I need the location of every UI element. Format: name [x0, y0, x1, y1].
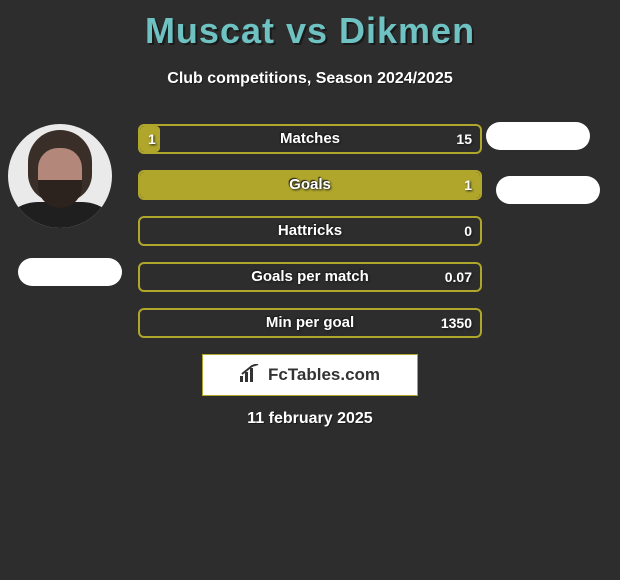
- bar-right-value: 15: [456, 126, 472, 152]
- bar-right-value: 1: [464, 172, 472, 198]
- player-right-avatar-pill: [486, 122, 590, 150]
- footer-date: 11 february 2025: [0, 410, 620, 428]
- chart-icon: [240, 364, 262, 387]
- player-left-name-pill: [18, 258, 122, 286]
- bar-right-value: 1350: [441, 310, 472, 336]
- bar-matches: 1 Matches 15: [138, 124, 482, 154]
- player-left-avatar: [8, 124, 112, 228]
- bar-goals-per-match: Goals per match 0.07: [138, 262, 482, 292]
- footer-logo[interactable]: FcTables.com: [202, 354, 418, 396]
- bar-right-value: 0: [464, 218, 472, 244]
- subtitle: Club competitions, Season 2024/2025: [0, 70, 620, 88]
- bar-label: Min per goal: [140, 310, 480, 336]
- page-title: Muscat vs Dikmen: [0, 0, 620, 52]
- bar-label: Goals per match: [140, 264, 480, 290]
- footer-logo-text: FcTables.com: [268, 365, 380, 385]
- bar-hattricks: Hattricks 0: [138, 216, 482, 246]
- comparison-bars: 1 Matches 15 Goals 1 Hattricks 0 Goals p…: [138, 124, 482, 354]
- bar-label: Goals: [140, 172, 480, 198]
- bar-label: Hattricks: [140, 218, 480, 244]
- player-right-name-pill: [496, 176, 600, 204]
- bar-label: Matches: [140, 126, 480, 152]
- bar-right-value: 0.07: [445, 264, 472, 290]
- bar-goals: Goals 1: [138, 170, 482, 200]
- bar-min-per-goal: Min per goal 1350: [138, 308, 482, 338]
